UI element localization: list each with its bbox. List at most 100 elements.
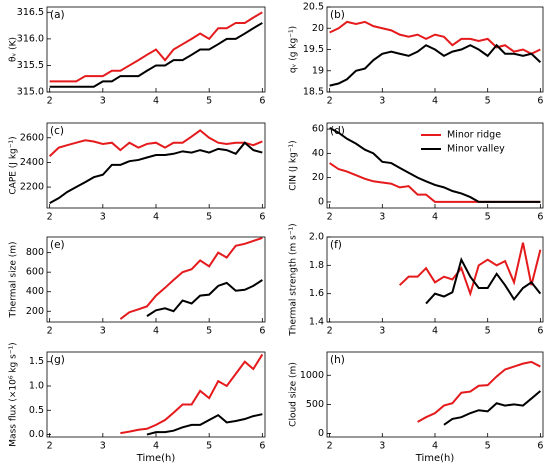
x-tick-label: 6 [259, 441, 265, 452]
y-axis-label: Thermal strength (m s⁻¹) [289, 223, 299, 336]
x-tick-label: 2 [47, 212, 53, 223]
x-tick-label: 6 [259, 326, 265, 337]
y-tick-label: 60 [312, 124, 324, 135]
x-tick-label: 5 [206, 441, 212, 452]
panel-label: (a) [50, 9, 65, 21]
y-tick-label: 400 [26, 286, 44, 297]
x-tick-label: 2 [327, 96, 333, 107]
y-tick-label: 315.0 [17, 87, 44, 98]
x-tick-label: 3 [100, 441, 106, 452]
data-line [49, 22, 263, 88]
y-tick-label: 500 [306, 399, 324, 410]
plot-frame [326, 6, 544, 93]
y-tick-label: 0 [318, 196, 324, 207]
y-tick-label: 20 [312, 23, 324, 34]
x-tick-label: 2 [47, 96, 53, 107]
x-tick-label: 2 [47, 441, 53, 452]
x-tick-label: 4 [432, 326, 438, 337]
y-tick-label: 1.0 [29, 381, 44, 392]
x-tick-label: 5 [206, 212, 212, 223]
y-tick-label: 1000 [300, 370, 324, 381]
y-tick-label: 316.0 [17, 33, 44, 44]
y-tick-label: 315.5 [17, 60, 44, 71]
x-tick-label: 5 [485, 212, 491, 223]
y-axis-label: Thermal size (m) [9, 241, 19, 318]
y-tick-label: 1.6 [309, 288, 324, 299]
y-tick-label: 18.5 [303, 87, 324, 98]
x-tick-label: 2 [327, 212, 333, 223]
y-tick-label: 600 [26, 267, 44, 278]
plot-frame [326, 236, 544, 323]
x-tick-label: 3 [100, 212, 106, 223]
y-tick-label: 2600 [20, 132, 44, 143]
data-line [146, 413, 263, 436]
panel-label: (g) [50, 354, 65, 366]
y-tick-label: 316.5 [17, 7, 44, 18]
x-tick-label: 4 [153, 96, 159, 107]
plot-frame [46, 6, 266, 93]
y-axis-label: qᵥ (g kg⁻¹) [289, 26, 299, 73]
y-tick-label: 2200 [20, 182, 44, 193]
x-tick-label: 3 [379, 441, 385, 452]
y-tick-label: 20 [312, 172, 324, 183]
data-line [49, 141, 263, 204]
data-line [146, 279, 263, 317]
panel-label: (c) [50, 125, 64, 137]
x-tick-label: 5 [485, 326, 491, 337]
y-tick-label: 1.8 [309, 260, 324, 271]
x-axis-label: Time(h) [415, 453, 455, 463]
plot-frame [46, 351, 266, 438]
x-tick-label: 4 [432, 441, 438, 452]
panel-label: (h) [330, 354, 345, 366]
y-tick-label: 0 [318, 428, 324, 439]
y-tick-label: 2.0 [309, 232, 324, 243]
panel-label: (f) [330, 239, 342, 251]
y-axis-label: Cloud size (m) [289, 362, 299, 427]
x-tick-label: 4 [432, 212, 438, 223]
panel-label: (e) [50, 239, 65, 251]
y-axis-label: θᵥ (K) [9, 37, 19, 62]
y-tick-label: 1.5 [29, 356, 44, 367]
data-line [443, 390, 542, 426]
x-tick-label: 6 [259, 212, 265, 223]
x-tick-label: 4 [432, 96, 438, 107]
x-axis-label: Time(h) [136, 453, 176, 463]
plot-frame [326, 122, 544, 209]
data-line [48, 129, 263, 157]
plot-frame [46, 122, 266, 209]
x-tick-label: 4 [153, 326, 159, 337]
x-tick-label: 3 [100, 96, 106, 107]
x-tick-label: 5 [206, 96, 212, 107]
y-tick-label: 20.5 [303, 2, 324, 13]
data-line [329, 126, 541, 203]
x-tick-label: 6 [259, 96, 265, 107]
x-tick-label: 5 [485, 96, 491, 107]
data-line [329, 162, 541, 203]
y-tick-label: 0.0 [29, 429, 44, 440]
x-tick-label: 4 [153, 212, 159, 223]
x-tick-label: 3 [379, 326, 385, 337]
data-line [49, 11, 263, 83]
panel-label: (d) [330, 125, 345, 137]
y-tick-label: 1.4 [309, 317, 324, 328]
y-tick-label: 800 [26, 247, 44, 258]
x-tick-label: 3 [100, 326, 106, 337]
plot-frame [326, 351, 544, 438]
x-tick-label: 6 [537, 96, 543, 107]
x-tick-label: 4 [153, 441, 159, 452]
x-tick-label: 2 [47, 326, 53, 337]
y-tick-label: 0.5 [29, 405, 44, 416]
x-tick-label: 6 [537, 326, 543, 337]
x-tick-label: 3 [379, 212, 385, 223]
x-tick-label: 6 [537, 441, 543, 452]
data-line [329, 43, 542, 87]
data-line [119, 237, 263, 320]
y-tick-label: 19 [312, 65, 324, 76]
y-axis-label: CIN (J kg⁻¹) [289, 140, 299, 190]
x-tick-label: 6 [537, 212, 543, 223]
x-tick-label: 5 [206, 326, 212, 337]
legend-label: Minor valley [447, 144, 505, 155]
legend-label: Minor ridge [447, 130, 501, 141]
data-line [417, 360, 541, 423]
